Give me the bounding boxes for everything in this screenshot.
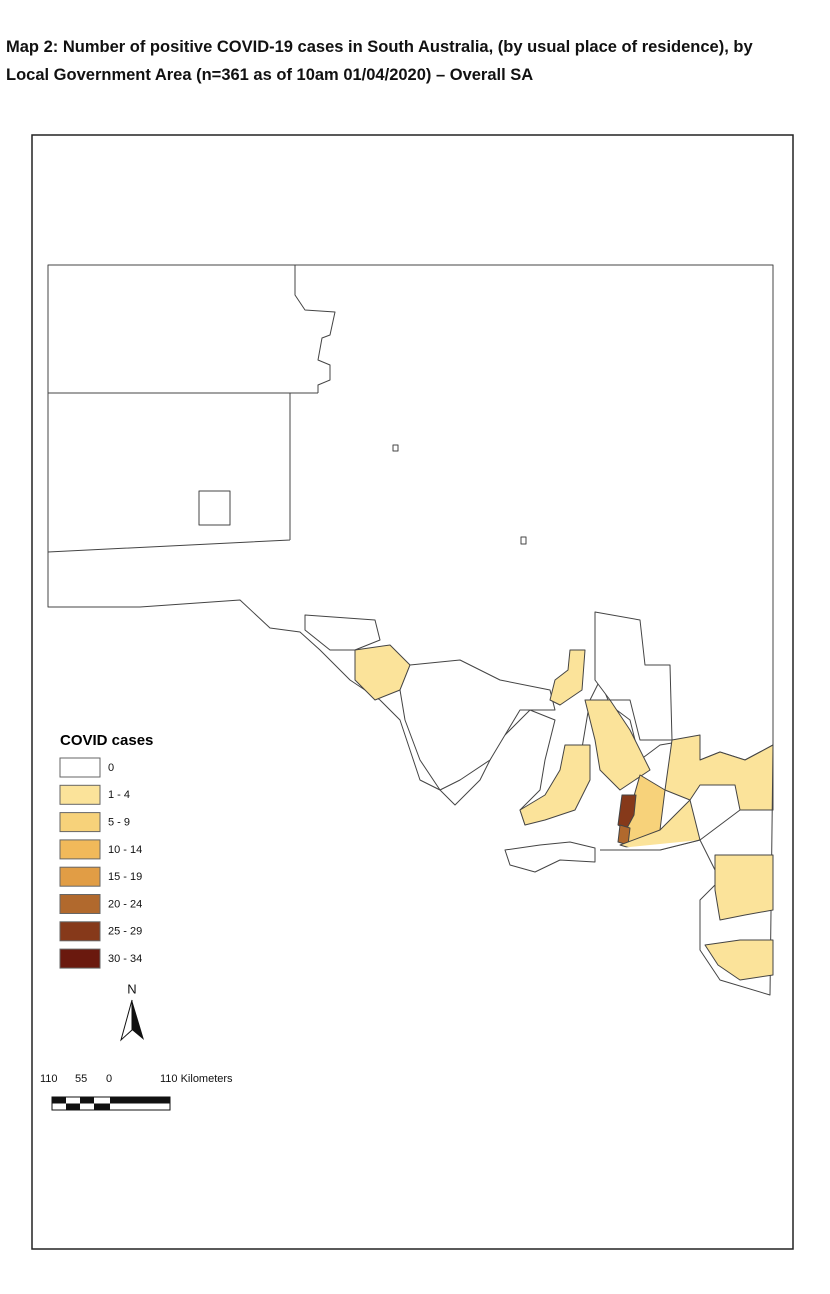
- scale-label: 110 Kilometers: [160, 1073, 233, 1085]
- scale-segment: [66, 1103, 80, 1110]
- area: [549, 649, 586, 706]
- area: [617, 794, 637, 831]
- island: [392, 444, 399, 452]
- legend-label: 15 - 19: [108, 871, 142, 883]
- north-arrow-right: [132, 1000, 144, 1040]
- legend-label: 25 - 29: [108, 926, 142, 938]
- legend-swatch: [59, 866, 101, 887]
- legend-label: 0: [108, 762, 114, 774]
- map-frame: [31, 134, 794, 1250]
- boundary: [47, 265, 336, 553]
- state-land: [47, 264, 774, 826]
- scale-label: 55: [75, 1073, 87, 1085]
- scale-segment: [110, 1097, 170, 1104]
- legend-label: 10 - 14: [108, 844, 142, 856]
- scale-label: 110: [40, 1073, 58, 1085]
- north-arrow-left: [120, 999, 133, 1042]
- legend-swatch: [59, 921, 101, 942]
- area: [704, 939, 774, 981]
- scale-segment: [80, 1097, 94, 1104]
- legend-swatch: [59, 784, 101, 805]
- title-line: Local Government Area (n=361 as of 10am …: [6, 66, 533, 84]
- map: [47, 264, 774, 996]
- legend-swatch: [59, 757, 101, 778]
- legend: COVID cases 0 1 - 4 5 - 9 10 - 14 15 - 19 20 …: [59, 732, 153, 969]
- scale-bar: 110 55 0 110 Kilometers: [40, 1073, 233, 1111]
- legend-label: 30 - 34: [108, 953, 142, 965]
- legend-title: COVID cases: [60, 732, 153, 749]
- legend-label: 1 - 4: [108, 789, 130, 801]
- title-line: Map 2: Number of positive COVID-19 cases…: [6, 38, 753, 56]
- kangaroo-island: [504, 841, 596, 873]
- legend-swatch: [59, 894, 101, 914]
- area: [519, 744, 591, 826]
- scale-segment: [52, 1097, 66, 1104]
- area: [584, 699, 651, 791]
- scale-segment: [94, 1103, 110, 1110]
- legend-swatch: [59, 812, 101, 833]
- legend-swatch: [59, 948, 101, 969]
- area: [714, 854, 774, 921]
- legend-swatch: [59, 839, 101, 860]
- north-label: N: [127, 981, 136, 996]
- scale-label: 0: [106, 1073, 112, 1085]
- legend-label: 20 - 24: [108, 898, 142, 910]
- north-arrow: N: [120, 981, 144, 1042]
- island: [520, 536, 527, 545]
- area: [594, 611, 673, 741]
- legend-label: 5 - 9: [108, 817, 130, 829]
- boundary: [198, 490, 231, 526]
- area: [399, 659, 556, 791]
- area: [600, 744, 774, 996]
